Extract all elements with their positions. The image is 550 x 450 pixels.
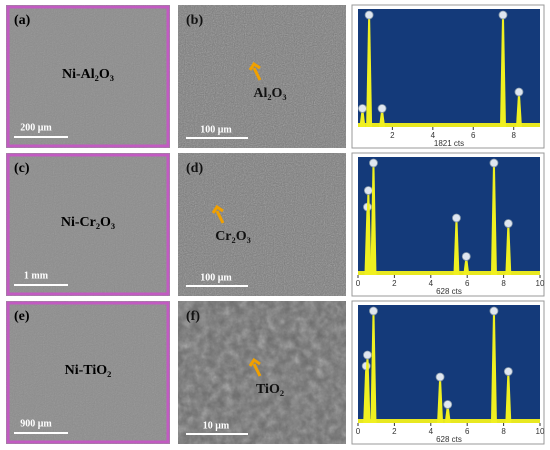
sem-texture — [6, 153, 170, 296]
material-label: Ni-TiO₂ — [65, 363, 112, 378]
counts-label: 628 cts — [436, 287, 462, 296]
peak-marker — [452, 213, 461, 223]
peak-marker — [461, 252, 471, 261]
particle-label: Al₂O₃ — [253, 86, 286, 101]
x-tick-label: 8 — [501, 427, 506, 436]
sem-texture — [6, 5, 170, 148]
x-tick-label: 2 — [390, 131, 395, 140]
sem-texture — [178, 5, 346, 148]
counts-label: 628 cts — [436, 435, 462, 444]
scale-bar-label: 1 mm — [24, 270, 49, 281]
image-frame — [6, 301, 170, 444]
peak — [490, 165, 497, 275]
counts-label: 1821 cts — [434, 139, 464, 148]
panel-label: (a) — [14, 13, 31, 28]
peak-marker — [514, 87, 524, 97]
arrow — [248, 61, 262, 81]
x-tick-label: 0 — [356, 279, 361, 288]
peak-marker — [363, 350, 372, 360]
x-tick-label: 8 — [501, 279, 506, 288]
peak-marker — [364, 10, 374, 20]
peak — [366, 17, 373, 127]
x-tick-label: 8 — [511, 131, 516, 140]
scale-bar-label: 200 μm — [20, 122, 52, 133]
plot-area — [358, 157, 540, 275]
peak — [499, 17, 506, 127]
peak-marker — [498, 10, 508, 20]
x-tick-label: 2 — [392, 279, 397, 288]
peak-marker — [358, 104, 367, 113]
peak-marker — [443, 400, 453, 409]
peak — [463, 258, 470, 275]
peak-marker — [489, 306, 499, 316]
x-tick-label: 4 — [431, 131, 436, 140]
peak — [370, 165, 377, 275]
x-tick-label: 6 — [471, 131, 476, 140]
peak-marker — [377, 104, 387, 113]
panel-label: (e) — [14, 309, 30, 324]
panel-label: (c) — [14, 161, 30, 176]
particle-label: TiO₂ — [256, 382, 284, 397]
peak — [490, 313, 497, 423]
peak — [379, 110, 386, 127]
peak — [505, 373, 512, 423]
scale-bar-label: 100 μm — [200, 272, 232, 283]
peak-marker — [503, 367, 513, 376]
background-signal — [358, 271, 540, 275]
peak-marker — [489, 158, 499, 168]
panel-label: (f) — [186, 309, 200, 324]
scale-bar-label: 100 μm — [200, 124, 232, 135]
panel-label: (b) — [186, 13, 203, 28]
x-tick-label: 10 — [536, 279, 545, 288]
peak — [515, 94, 522, 127]
scale-bar-label: 10 μm — [203, 420, 230, 431]
peak — [364, 357, 371, 423]
peak-marker — [369, 306, 378, 316]
x-tick-label: 4 — [429, 427, 434, 436]
material-label: Ni-Cr₂O₃ — [61, 215, 115, 230]
peak — [453, 220, 460, 275]
peak — [505, 225, 512, 275]
peak-marker — [503, 219, 513, 228]
peak — [365, 192, 372, 275]
peak — [359, 110, 366, 127]
plot-area — [358, 9, 540, 127]
peak — [437, 379, 444, 423]
background-signal — [358, 123, 540, 127]
image-frame — [6, 153, 170, 296]
peak — [444, 406, 451, 423]
peak-marker — [369, 158, 378, 168]
peak — [370, 313, 377, 423]
sem-texture — [178, 153, 346, 296]
peak-marker — [435, 372, 445, 382]
x-tick-label: 4 — [429, 279, 434, 288]
scale-bar-label: 900 μm — [20, 418, 52, 429]
peak-marker — [363, 186, 373, 195]
sem-texture — [6, 301, 170, 444]
x-tick-label: 0 — [356, 427, 361, 436]
material-label: Ni-Al₂O₃ — [62, 67, 114, 82]
particle-label: Cr₂O₃ — [215, 229, 251, 244]
x-tick-label: 10 — [536, 427, 545, 436]
panel-label: (d) — [186, 161, 203, 176]
x-tick-label: 6 — [465, 279, 470, 288]
arrow — [248, 357, 262, 377]
sem-texture — [178, 301, 346, 444]
arrow — [211, 204, 225, 224]
x-tick-label: 6 — [465, 427, 470, 436]
x-tick-label: 2 — [392, 427, 397, 436]
image-frame — [6, 5, 170, 148]
